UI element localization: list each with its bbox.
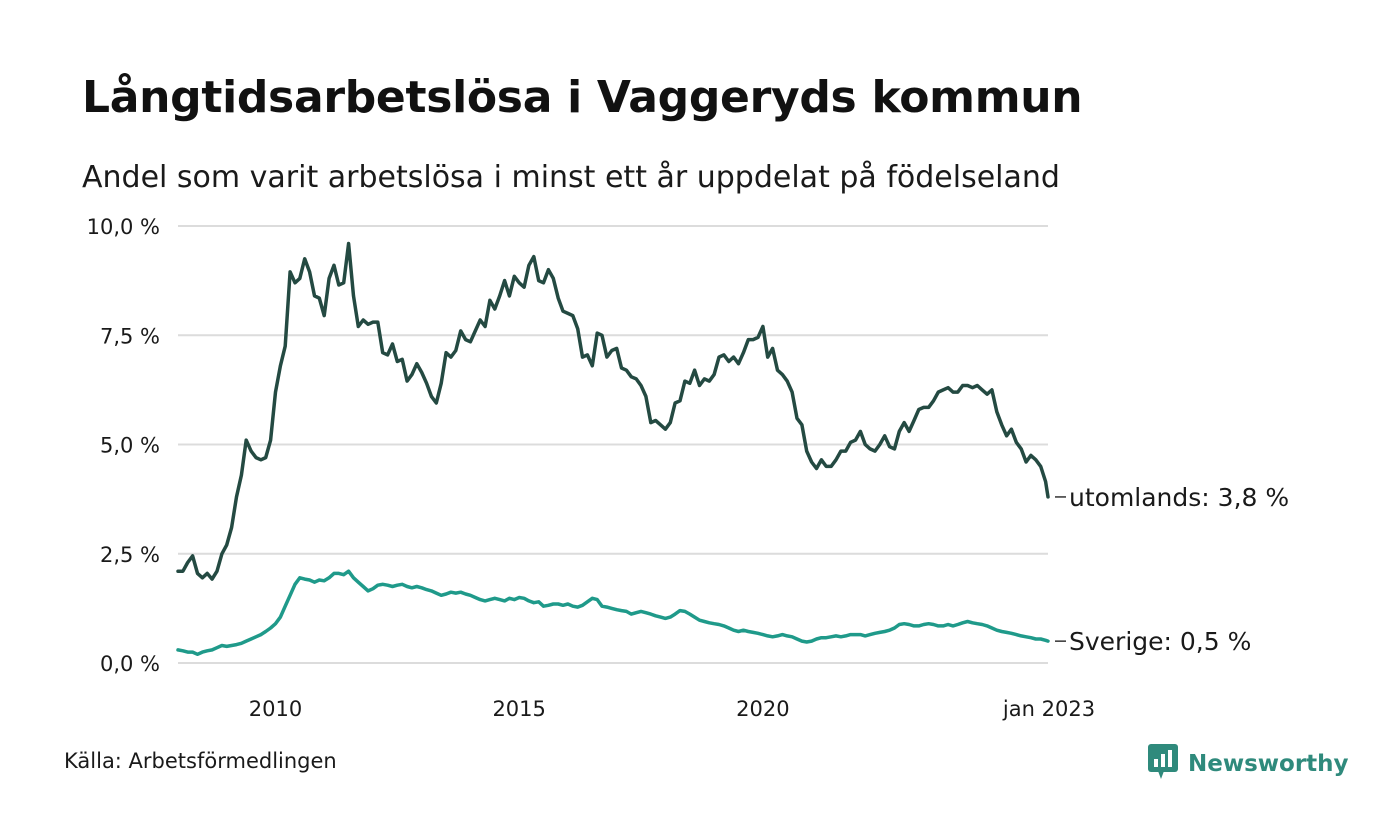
x-tick-label: 2020 [736,697,789,721]
x-tick-label: 2015 [492,697,545,721]
chart-title: Långtidsarbetslösa i Vaggeryds kommun [82,72,1083,123]
y-axis-tick-labels: 0,0 % 2,5 % 5,0 % 7,5 % 10,0 % [87,215,160,676]
y-tick-label: 10,0 % [87,215,160,239]
series-end-label: utomlands: 3,8 % [1069,483,1289,512]
grid-lines [178,225,1048,664]
x-tick-label: 2010 [249,697,302,721]
series-lines [176,241,1050,657]
series-line-utomlands [176,241,1050,581]
source-note: Källa: Arbetsförmedlingen [64,749,337,773]
y-tick-label: 5,0 % [100,434,160,458]
bar-chart-speech-bubble-icon [1148,744,1178,784]
series-end-labels: utomlands: 3,8 % Sverige: 0,5 % [1055,483,1289,656]
series-line-sverige [176,569,1050,657]
chart-subtitle: Andel som varit arbetslösa i minst ett å… [82,160,1060,195]
x-tick-label: jan 2023 [1002,697,1095,721]
brand-name: Newsworthy [1188,751,1349,777]
y-tick-label: 0,0 % [100,652,160,676]
series-end-label: Sverige: 0,5 % [1069,627,1251,656]
y-tick-label: 7,5 % [100,324,160,348]
x-axis-tick-labels: 2010 2015 2020 jan 2023 [249,697,1095,721]
newsworthy-logo[interactable]: Newsworthy [1148,744,1349,784]
y-tick-label: 2,5 % [100,543,160,567]
